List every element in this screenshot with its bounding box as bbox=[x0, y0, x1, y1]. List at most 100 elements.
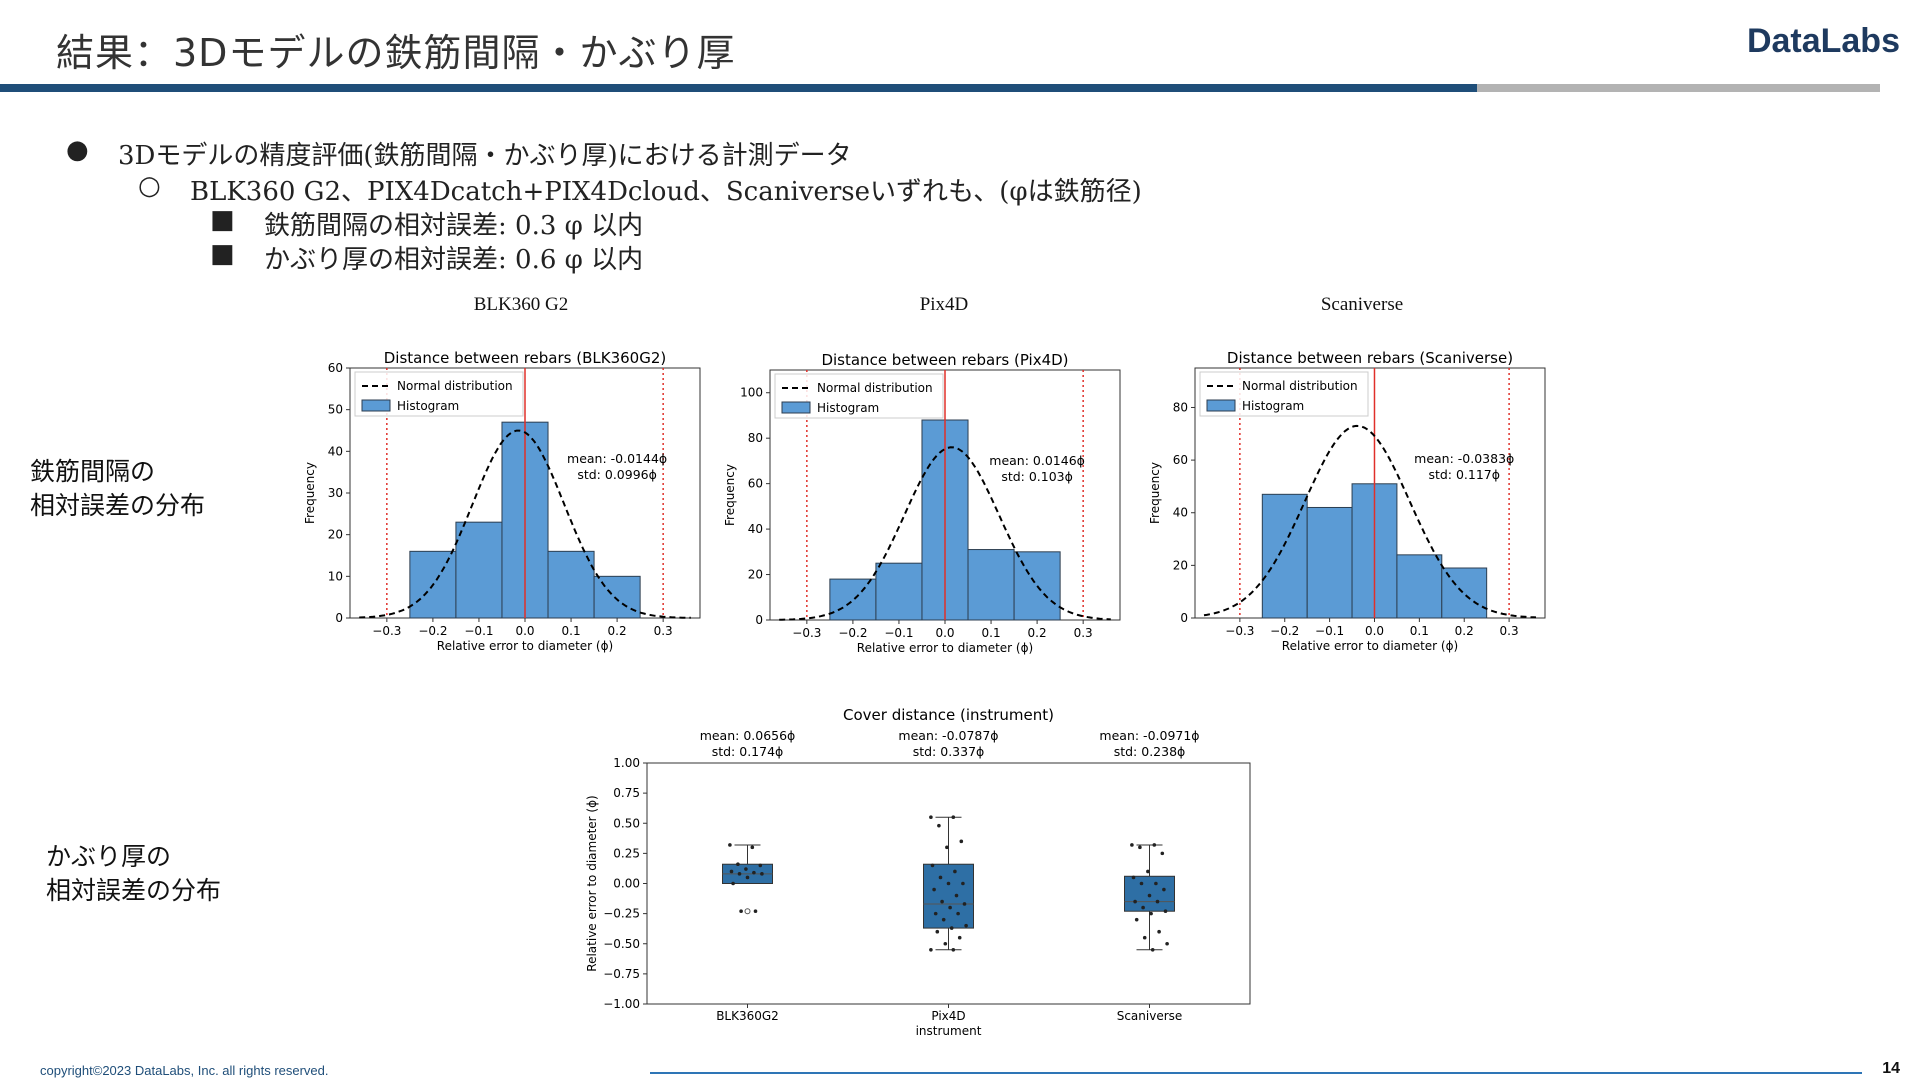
y-tick-label: 80 bbox=[1173, 400, 1188, 414]
stats-annotation: std: 0.103ϕ bbox=[1001, 469, 1073, 484]
histogram-bar bbox=[455, 521, 503, 619]
x-tick-label: 0.1 bbox=[1410, 624, 1429, 638]
strip-point bbox=[1163, 909, 1168, 914]
strip-point bbox=[752, 870, 756, 875]
strip-point bbox=[758, 863, 763, 868]
y-tick-label: −0.25 bbox=[603, 907, 640, 921]
legend-bar-swatch bbox=[781, 401, 811, 414]
x-tick-label: 0.2 bbox=[1028, 626, 1047, 640]
y-tick-label: 20 bbox=[1173, 558, 1188, 572]
x-axis-label: Relative error to diameter (ϕ) bbox=[1282, 639, 1458, 653]
x-tick-label: 0.1 bbox=[982, 626, 1001, 640]
bullet-marker: ● bbox=[66, 135, 89, 165]
x-tick-label: BLK360G2 bbox=[716, 1009, 779, 1023]
strip-point bbox=[1134, 917, 1139, 922]
histogram-bar bbox=[1306, 506, 1353, 619]
x-tick-label: −0.3 bbox=[372, 624, 401, 638]
box-body bbox=[923, 863, 974, 929]
legend-bar-swatch bbox=[361, 399, 391, 412]
histogram-bar bbox=[1261, 493, 1308, 619]
y-tick-label: 30 bbox=[328, 486, 343, 500]
stats-annotation: std: 0.0996ϕ bbox=[577, 467, 657, 482]
chart-title: Distance between rebars (BLK360G2) bbox=[384, 350, 667, 367]
page-number: 14 bbox=[1882, 1060, 1900, 1077]
histogram-chart-scaniverse: Distance between rebars (Scaniverse) 0 20 4… bbox=[1148, 350, 1546, 653]
y-tick-label: 50 bbox=[328, 403, 343, 417]
histogram-bar bbox=[547, 550, 595, 619]
x-tick-label: −0.3 bbox=[1225, 624, 1254, 638]
strip-point bbox=[956, 911, 960, 916]
strip-point bbox=[951, 815, 956, 820]
stats-annotation: mean: -0.0383ϕ bbox=[1414, 451, 1514, 466]
strip-point bbox=[744, 867, 748, 871]
normal-distribution-curve bbox=[779, 446, 1111, 621]
y-tick-label: 60 bbox=[1173, 453, 1188, 467]
x-tick-label: Scaniverse bbox=[1117, 1009, 1183, 1023]
strip-point bbox=[1160, 851, 1165, 856]
strip-point bbox=[739, 909, 743, 914]
strip-point bbox=[930, 863, 935, 868]
stats-annotation: std: 0.337ϕ bbox=[913, 744, 985, 759]
chart-title: Cover distance (instrument) bbox=[843, 706, 1054, 724]
y-tick-label: 0.75 bbox=[613, 786, 640, 800]
strip-point bbox=[961, 881, 965, 886]
strip-point bbox=[731, 881, 735, 886]
strip-point bbox=[940, 899, 944, 904]
strip-point bbox=[937, 823, 941, 828]
y-tick-label: 100 bbox=[740, 386, 763, 400]
strip-point bbox=[1130, 843, 1134, 847]
strip-point bbox=[1141, 905, 1145, 910]
x-axis-label: Relative error to diameter (ϕ) bbox=[857, 641, 1033, 655]
strip-point bbox=[946, 881, 951, 886]
y-tick-label: 20 bbox=[328, 528, 343, 542]
x-tick-label: −0.2 bbox=[1270, 624, 1299, 638]
strip-point bbox=[1165, 941, 1169, 946]
bullet-text: 鉄筋間隔の相対誤差: 0.3 φ 以内 bbox=[264, 211, 644, 241]
strip-point bbox=[1149, 911, 1153, 916]
y-axis-label: Frequency bbox=[303, 462, 317, 524]
y-tick-label: −1.00 bbox=[603, 997, 640, 1011]
bullet-text: BLK360 G2、PIX4Dcatch+PIX4Dcloud、Scaniver… bbox=[190, 177, 1142, 207]
x-tick-label: 0.0 bbox=[1365, 624, 1384, 638]
y-tick-label: 0 bbox=[335, 611, 343, 625]
y-tick-label: 40 bbox=[748, 522, 763, 536]
page-title: 結果：3Dモデルの鉄筋間隔・かぶり厚 bbox=[56, 31, 736, 75]
footer-divider bbox=[650, 1072, 1862, 1074]
strip-point bbox=[957, 935, 962, 940]
strip-point bbox=[938, 875, 943, 880]
y-tick-label: 40 bbox=[328, 444, 343, 458]
row-label-spacing: 鉄筋間隔の 相対誤差の分布 bbox=[30, 457, 206, 520]
y-tick-label: 1.00 bbox=[613, 756, 640, 770]
column-title-blk360: BLK360 G2 bbox=[473, 294, 569, 315]
x-tick-label: 0.3 bbox=[1500, 624, 1519, 638]
bullet-marker: ■ bbox=[210, 205, 235, 235]
stats-annotation: mean: 0.0146ϕ bbox=[989, 453, 1085, 468]
stats-annotation: mean: -0.0144ϕ bbox=[567, 451, 667, 466]
legend-label: Histogram bbox=[1242, 399, 1304, 413]
histogram-chart-blk360: Distance between rebars (BLK360G2) 0 10 20 3… bbox=[303, 350, 701, 653]
y-tick-label: 80 bbox=[748, 431, 763, 445]
y-axis-label: Frequency bbox=[1148, 462, 1162, 524]
histogram-chart-pix4d: Distance between rebars (Pix4D) 0 20 40 60 80… bbox=[723, 352, 1121, 655]
legend-label: Normal distribution bbox=[1242, 379, 1358, 393]
x-tick-label: −0.2 bbox=[838, 626, 867, 640]
stats-annotation: std: 0.174ϕ bbox=[712, 744, 784, 759]
y-tick-label: 60 bbox=[748, 477, 763, 491]
x-tick-label: −0.1 bbox=[884, 626, 913, 640]
y-axis-label: Relative error to diameter (ϕ) bbox=[585, 795, 599, 971]
y-tick-label: −0.75 bbox=[603, 967, 640, 981]
legend-bar-swatch bbox=[1206, 399, 1236, 412]
strip-point bbox=[1139, 881, 1144, 886]
copyright: copyright©2023 DataLabs, Inc. all rights… bbox=[40, 1063, 329, 1078]
stats-annotation: mean: -0.0971ϕ bbox=[1099, 728, 1199, 743]
x-tick-label: −0.1 bbox=[1315, 624, 1344, 638]
strip-point bbox=[728, 843, 732, 847]
x-tick-label: −0.2 bbox=[418, 624, 447, 638]
strip-point bbox=[954, 893, 959, 898]
normal-distribution-curve bbox=[359, 429, 691, 619]
header-divider-accent bbox=[1477, 84, 1880, 92]
strip-point bbox=[737, 872, 742, 876]
strip-point bbox=[736, 862, 740, 867]
x-tick-label: 0.3 bbox=[654, 624, 673, 638]
bullet-marker: ■ bbox=[210, 239, 235, 269]
